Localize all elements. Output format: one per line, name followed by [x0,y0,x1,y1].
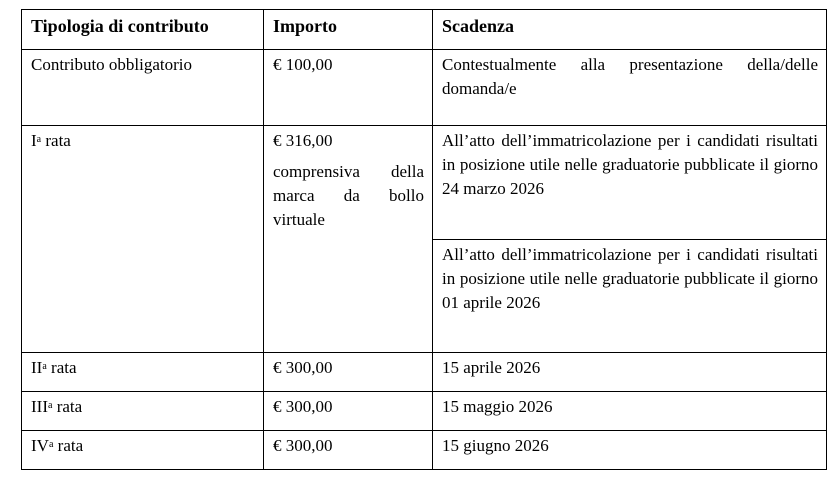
table-row: All’atto dell’immatricolazione per i can… [22,239,827,353]
superscript: a [42,361,47,372]
type-label: II [31,358,43,377]
type-cell: Ia rata [21,125,264,353]
table-row: IIIa rata € 300,00 15 maggio 2026 [21,391,827,431]
type-cell: IIIa rata [21,391,264,431]
type-label: rata [41,131,71,150]
type-label: rata [53,436,84,455]
header-deadline: Scadenza [432,9,827,50]
amount-cell: € 316,00 comprensiva della marca da boll… [263,125,433,353]
deadline-cell: All’atto dell’immatricolazione per i can… [432,239,827,353]
deadline-cell: Contestualmente alla presentazione della… [432,49,827,126]
superscript: a [47,400,53,411]
amount-cell: € 300,00 [263,352,433,392]
deadline-cell: 15 maggio 2026 [432,391,827,431]
table-row: IVa rata € 300,00 15 giugno 2026 [21,430,827,470]
type-label: III [31,397,48,416]
amount-note: comprensiva della marca da bollo virtual… [273,162,424,229]
header-type: Tipologia di contributo [21,9,264,50]
deadline-cell: All’atto dell’immatricolazione per i can… [432,125,827,240]
header-row: Tipologia di contributo Importo Scadenza [21,9,827,50]
superscript: a [48,439,54,450]
table-row: IIa rata € 300,00 15 aprile 2026 [21,352,827,392]
header-amount: Importo [263,9,433,50]
type-label: I [31,131,37,150]
amount-value: € 316,00 [273,131,333,150]
type-label: IV [31,436,49,455]
table-row: Ia rata € 316,00 comprensiva della marca… [21,125,827,353]
deadline-cell: 15 aprile 2026 [432,352,827,392]
table-row: Contributo obbligatorio € 100,00 Contest… [21,49,827,126]
type-cell: IIa rata [21,352,264,392]
amount-cell: € 300,00 [263,430,433,470]
type-cell: Contributo obbligatorio [21,49,264,126]
type-label: rata [52,397,83,416]
type-label: rata [46,358,77,377]
type-cell: IVa rata [21,430,264,470]
amount-cell: € 100,00 [263,49,433,126]
deadline-cell: 15 giugno 2026 [432,430,827,470]
superscript: a [36,134,42,145]
amount-cell: € 300,00 [263,391,433,431]
contribution-table: Tipologia di contributo Importo Scadenza… [21,9,827,470]
